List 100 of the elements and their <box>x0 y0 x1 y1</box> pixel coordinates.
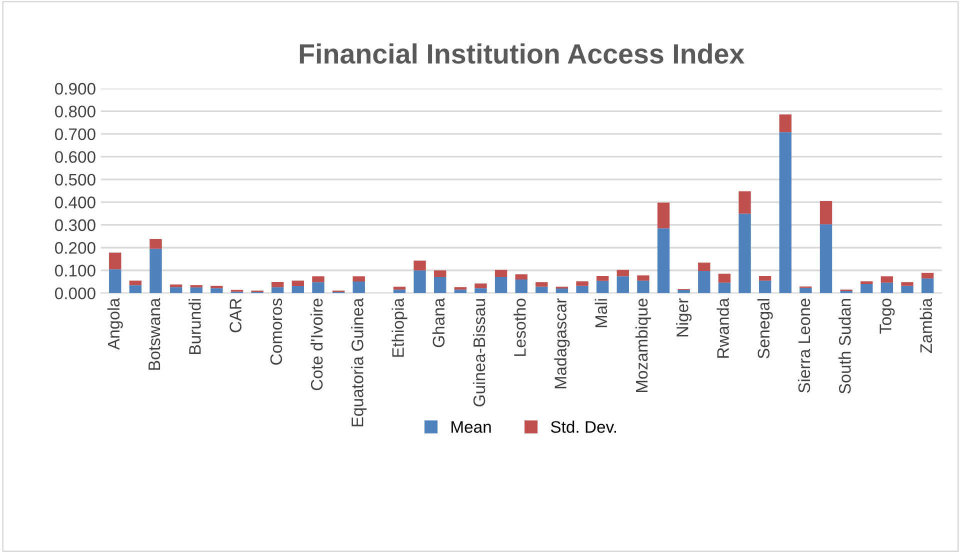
bar <box>657 202 670 228</box>
bar <box>738 214 751 294</box>
bar <box>901 282 914 286</box>
x-tick-label: Cote d'Ivoire <box>310 298 323 390</box>
x-tick-label: Mali <box>594 299 608 328</box>
bar <box>576 286 588 294</box>
bar <box>820 224 832 294</box>
bar <box>129 285 142 294</box>
bar <box>616 270 629 276</box>
bar <box>637 275 650 281</box>
bar <box>474 288 487 294</box>
bar <box>921 272 934 278</box>
y-tick-label: 0.000 <box>54 287 96 300</box>
bar <box>352 276 365 282</box>
bar <box>820 201 832 224</box>
bar <box>698 271 710 294</box>
bar <box>637 280 650 294</box>
bar <box>292 286 304 294</box>
bar <box>414 260 426 270</box>
x-tick-label: Zambia <box>920 298 932 353</box>
bar <box>210 288 223 294</box>
x-tick-label: Guinea-Bissau <box>472 299 486 406</box>
y-tick-label: 0.200 <box>54 242 96 254</box>
bar <box>718 274 731 283</box>
bar <box>109 252 122 270</box>
bar <box>454 287 467 290</box>
bar <box>880 276 894 283</box>
x-tick-label: Comoros <box>270 298 282 365</box>
bar <box>657 228 670 294</box>
bar <box>434 270 446 277</box>
bar <box>454 290 467 294</box>
bar <box>494 270 508 277</box>
bar <box>393 286 406 290</box>
bar <box>292 280 304 286</box>
bar <box>352 281 365 294</box>
bar <box>515 274 528 280</box>
x-tick-label: Equatoria Guinea <box>351 298 367 426</box>
bar <box>150 238 162 249</box>
y-tick-label: 0.900 <box>54 82 96 95</box>
bar <box>210 286 223 288</box>
bar <box>312 282 324 294</box>
bar <box>758 280 772 294</box>
bar <box>779 114 792 132</box>
bar <box>312 276 324 282</box>
x-tick-label: Madagascar <box>554 298 570 388</box>
x-tick-label: Lesotho <box>514 298 526 356</box>
bar <box>474 284 487 288</box>
x-tick-label: Sierra Leone <box>798 298 810 393</box>
legend-label: Mean <box>452 421 491 433</box>
y-tick-label: 0.100 <box>54 264 96 277</box>
bar <box>129 280 142 286</box>
legend-label: Std. Dev. <box>550 420 616 433</box>
bar <box>880 282 894 294</box>
bar <box>515 279 528 294</box>
bar <box>596 280 609 294</box>
bar <box>921 278 934 294</box>
x-tick-label: Ghana <box>432 298 445 348</box>
bar <box>170 287 182 294</box>
bar <box>800 288 812 294</box>
y-tick-label: 0.600 <box>54 151 96 163</box>
bar <box>536 282 548 287</box>
x-tick-label: Burundi <box>188 299 201 354</box>
bar <box>901 286 914 294</box>
y-tick-label: 0.700 <box>54 128 96 140</box>
x-tick-label: Botswana <box>148 298 160 370</box>
bar <box>576 281 588 286</box>
bar <box>860 281 873 284</box>
x-tick-label: Angola <box>107 298 123 350</box>
bar <box>190 287 202 294</box>
x-tick-label: Niger <box>676 298 692 336</box>
bar <box>779 132 792 294</box>
bar <box>414 270 426 294</box>
x-tick-label: Rwanda <box>716 298 729 358</box>
x-tick-label: Ethiopia <box>392 298 408 357</box>
bar <box>758 276 772 281</box>
bar <box>698 262 710 272</box>
x-tick-label: Mozambique <box>635 298 651 392</box>
x-tick-label: CAR <box>230 298 242 332</box>
x-tick-label: South Sudan <box>838 299 851 394</box>
bar <box>536 286 548 294</box>
x-tick-label: Senegal <box>757 299 773 358</box>
y-tick-label: 0.400 <box>54 196 96 208</box>
bar <box>109 269 122 294</box>
y-tick-label: 0.800 <box>54 106 96 118</box>
bar <box>596 276 609 281</box>
bar <box>272 287 284 294</box>
x-tick-label: Togo <box>880 298 895 334</box>
y-tick-label: 0.500 <box>54 174 96 186</box>
chart-title: Financial Institution Access Index <box>300 43 744 64</box>
bar <box>860 284 873 294</box>
bar <box>616 276 629 294</box>
bar <box>272 282 284 288</box>
bar <box>434 276 446 294</box>
bar <box>738 191 751 214</box>
bar <box>393 290 406 294</box>
bar <box>494 276 508 294</box>
bar <box>556 288 568 294</box>
bar <box>718 282 731 294</box>
bar <box>678 290 690 294</box>
y-tick-label: 0.300 <box>54 219 96 232</box>
